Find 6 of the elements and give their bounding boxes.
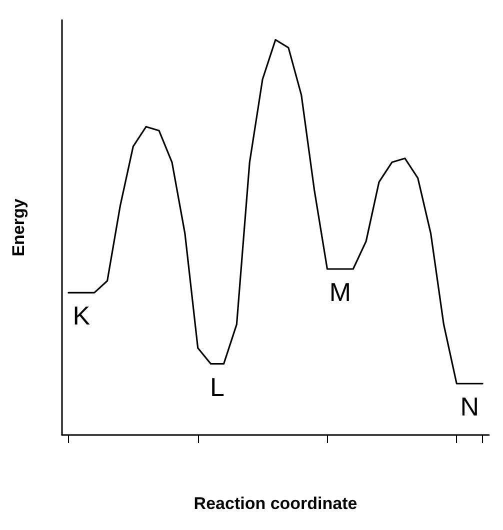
annotation: M <box>329 277 352 307</box>
x-axis-title: Reaction coordinate <box>194 494 358 513</box>
annotation: L <box>210 372 225 402</box>
annotation: K <box>72 300 91 331</box>
y-axis-title: Energy <box>9 198 28 256</box>
annotation: N <box>460 392 479 422</box>
